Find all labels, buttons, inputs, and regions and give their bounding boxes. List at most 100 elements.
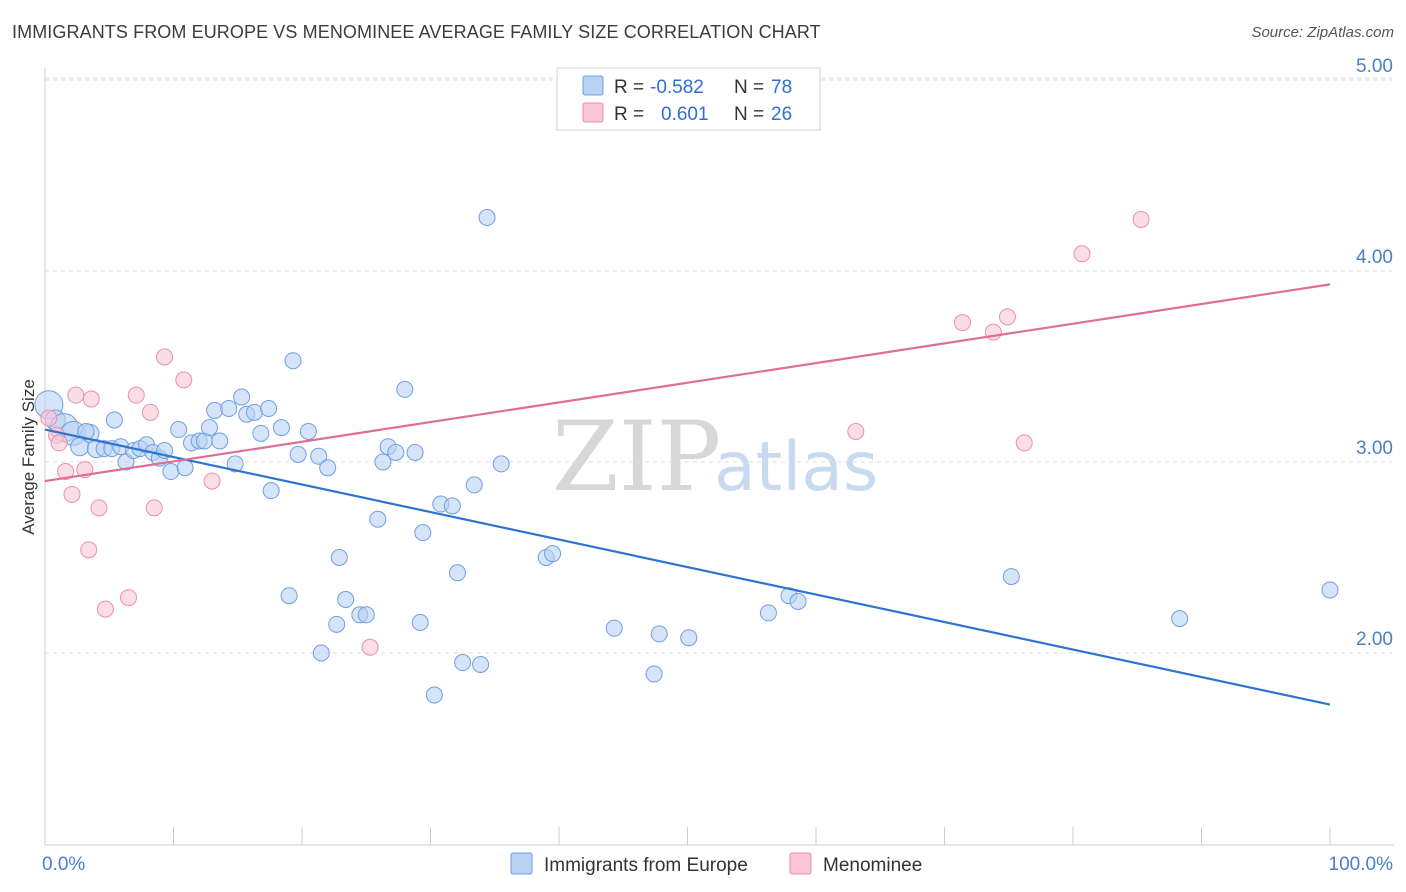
europe-point-55: [414, 524, 432, 542]
menominee-point-3: [57, 463, 75, 481]
europe-point-68: [645, 665, 663, 683]
legend-label-immigrants-from-europe: Immigrants from Europe: [544, 855, 748, 876]
menominee-point-22: [998, 308, 1016, 326]
gridlines: [45, 77, 1392, 654]
legend-n-value-1: 78: [771, 77, 792, 98]
series-legend: Immigrants from Europe Menominee: [510, 852, 922, 876]
europe-point-44: [330, 549, 348, 566]
series-immigrants-from-europe: [34, 209, 1339, 704]
series-menominee: [40, 210, 1150, 656]
legend-swatch-menominee: [789, 852, 812, 875]
europe-point-24: [200, 419, 218, 437]
menominee-point-8: [82, 390, 100, 408]
europe-point-74: [1002, 568, 1020, 586]
europe-point-28: [226, 455, 244, 473]
menominee-point-11: [120, 589, 138, 607]
menominee-point-13: [141, 403, 159, 421]
europe-point-53: [406, 443, 424, 461]
europe-point-76: [1321, 581, 1339, 599]
europe-point-27: [220, 400, 238, 418]
legend-n-label-2: N =: [734, 104, 764, 125]
menominee-point-14: [145, 499, 163, 517]
y-axis-title: Average Family Size: [19, 379, 38, 535]
europe-point-62: [472, 655, 490, 673]
menominee-point-4: [63, 485, 81, 503]
europe-point-59: [448, 564, 466, 582]
europe-point-33: [260, 400, 278, 418]
europe-point-52: [396, 380, 414, 398]
watermark: ZIP atlas: [552, 401, 878, 513]
europe-point-37: [280, 587, 298, 605]
europe-point-42: [319, 459, 337, 477]
europe-point-38: [289, 445, 307, 463]
menominee-point-20: [953, 314, 971, 332]
europe-point-34: [262, 482, 280, 500]
axes: [44, 68, 1394, 846]
legend-swatch-blue: [582, 75, 604, 96]
menominee-point-25: [1132, 210, 1150, 228]
legend-r-label-1: R =: [614, 77, 644, 98]
menominee-point-7: [80, 541, 98, 559]
chart-title: IMMIGRANTS FROM EUROPE VS MENOMINEE AVER…: [12, 22, 821, 42]
europe-point-63: [478, 209, 496, 227]
europe-point-47: [357, 606, 375, 624]
menominee-point-15: [156, 348, 174, 366]
menominee-point-5: [67, 386, 85, 404]
trend-lines: [44, 283, 1331, 706]
europe-point-41: [312, 644, 330, 662]
watermark-zip: ZIP: [552, 401, 721, 513]
legend-swatch-immigrants-from-europe: [510, 852, 533, 875]
menominee-point-19: [847, 422, 865, 440]
menominee-point-0: [40, 409, 58, 427]
europe-point-58: [443, 497, 461, 515]
legend-r-value-1: -0.582: [650, 77, 704, 98]
y-tick-label-0: 2.00: [1356, 629, 1393, 650]
europe-point-31: [245, 403, 263, 421]
europe-point-25: [206, 401, 224, 419]
legend-n-value-2: 26: [771, 104, 792, 125]
europe-point-45: [337, 591, 355, 609]
source-credit: Source: ZipAtlas.com: [1251, 24, 1394, 41]
legend-r-value-2: 0.601: [661, 104, 709, 125]
europe-trend-line: [44, 428, 1331, 706]
menominee-point-17: [203, 472, 221, 490]
x-tick-label-0: 0.0%: [42, 854, 85, 875]
x-tick-labels: 0.0% 100.0%: [42, 854, 1393, 875]
europe-point-60: [454, 654, 472, 672]
menominee-point-2: [50, 434, 68, 452]
europe-point-26: [211, 432, 229, 450]
europe-point-36: [284, 352, 302, 370]
europe-point-54: [411, 613, 429, 631]
menominee-point-16: [175, 371, 193, 389]
europe-point-75: [1171, 610, 1189, 628]
europe-point-66: [544, 545, 562, 563]
europe-point-9: [105, 411, 123, 429]
europe-point-40: [310, 447, 328, 465]
europe-point-48: [369, 510, 387, 528]
y-tick-label-3: 5.00: [1356, 56, 1393, 77]
europe-point-19: [170, 421, 188, 439]
menominee-point-23: [1015, 434, 1033, 452]
europe-point-71: [759, 604, 777, 622]
europe-point-51: [387, 443, 405, 461]
legend-r-label-2: R =: [614, 104, 644, 125]
europe-point-49: [374, 453, 392, 471]
europe-point-56: [425, 686, 443, 704]
x-tick-label-1: 100.0%: [1329, 854, 1394, 875]
europe-point-69: [650, 625, 668, 643]
y-tick-label-2: 4.00: [1356, 247, 1393, 268]
menominee-point-12: [127, 386, 145, 404]
europe-point-18: [162, 463, 180, 481]
europe-point-64: [492, 455, 510, 473]
europe-point-20: [176, 459, 194, 477]
correlation-legend: R = -0.582 N = 78 R = 0.601 N = 26: [556, 67, 821, 131]
watermark-atlas: atlas: [714, 428, 878, 507]
europe-point-29: [233, 388, 251, 406]
europe-point-70: [680, 629, 698, 647]
europe-point-32: [252, 424, 270, 442]
legend-n-label-1: N =: [734, 77, 764, 98]
europe-point-43: [328, 615, 346, 633]
europe-point-67: [605, 619, 623, 637]
menominee-point-10: [96, 600, 114, 618]
